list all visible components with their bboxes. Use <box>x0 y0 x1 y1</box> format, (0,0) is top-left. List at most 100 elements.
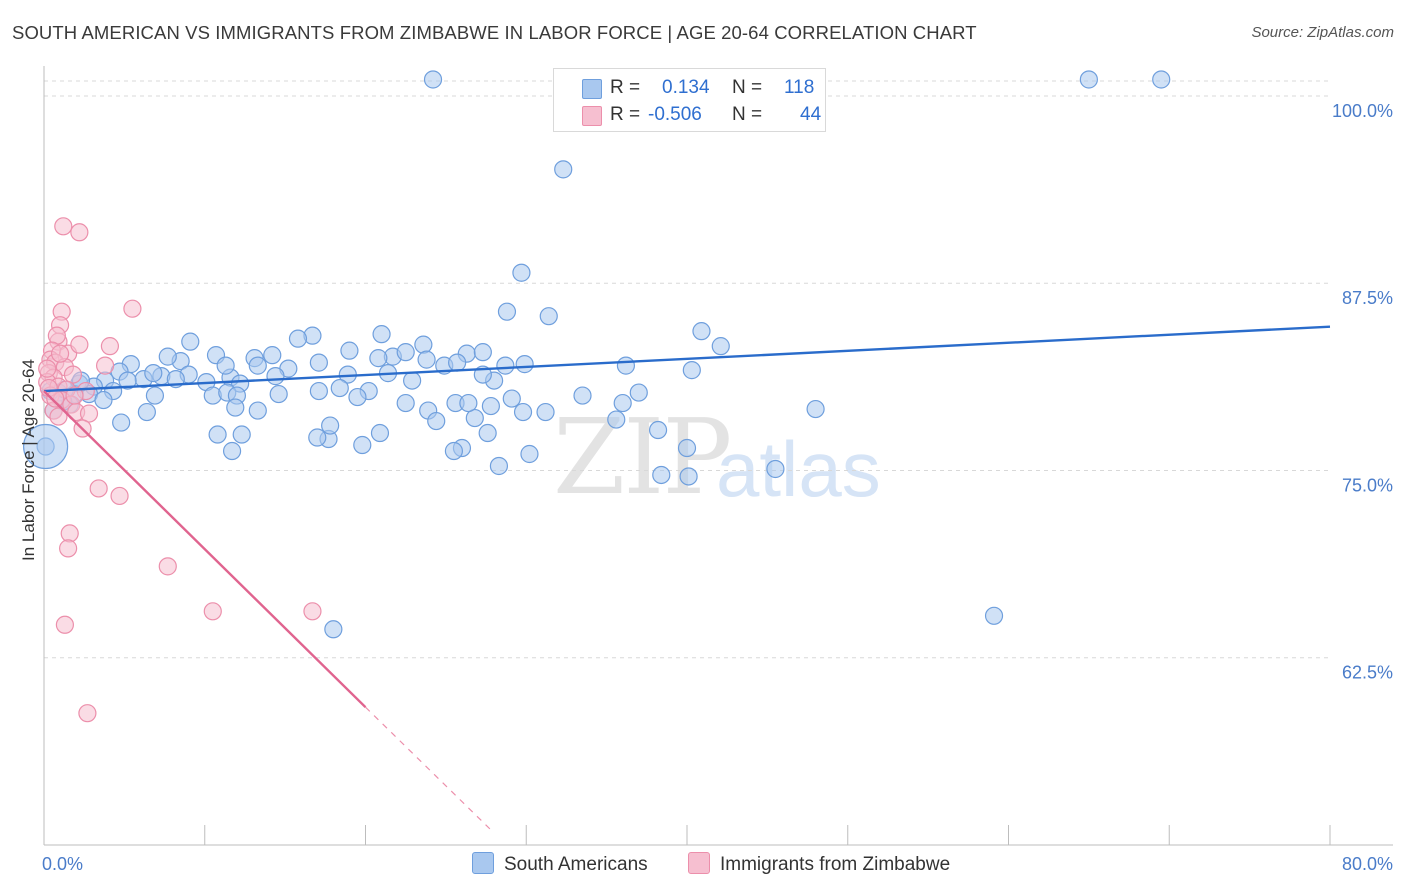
x-tick-label: 0.0% <box>42 854 83 874</box>
zimbabwe-point <box>49 407 68 426</box>
south-american-point <box>539 307 558 326</box>
zimbabwe-point <box>203 602 222 621</box>
south-american-point <box>648 420 668 440</box>
south-american-point <box>984 606 1004 625</box>
south-american-point <box>417 350 436 369</box>
bottom-legend-label-south-american: South Americans <box>504 854 648 875</box>
legend-r-value-zimbabwe: -0.506 <box>648 104 702 125</box>
south-american-point <box>806 399 825 419</box>
bottom-legend-swatch-south-american <box>472 852 494 874</box>
y-tick-label: 62.5% <box>1342 663 1393 683</box>
south-american-point <box>348 387 367 407</box>
south-american-point <box>677 438 697 458</box>
legend-swatch-south-american <box>582 79 602 99</box>
south-american-point <box>340 341 359 360</box>
south-american-point <box>459 393 478 413</box>
south-american-points <box>23 70 1171 639</box>
y-tick-label: 75.0% <box>1342 475 1393 495</box>
south-american-trend-line <box>43 325 1331 393</box>
south-american-point <box>372 325 391 344</box>
legend-n-value-south-american: 118 <box>784 77 815 98</box>
bottom-legend-label-zimbabwe: Immigrants from Zimbabwe <box>720 854 951 875</box>
zimbabwe-point <box>65 386 84 405</box>
axis-ticks: 62.5% 75.0% 87.5% 100.0% 0.0% 80.0% <box>42 101 1393 874</box>
south-american-point <box>145 386 165 405</box>
legend-r-value-south-american: 0.134 <box>662 77 710 98</box>
south-american-point <box>309 353 328 372</box>
south-american-point <box>515 355 534 374</box>
south-american-point <box>766 459 785 479</box>
zimbabwe-point <box>54 217 73 236</box>
south-american-point <box>554 160 573 179</box>
south-american-point <box>288 329 308 348</box>
south-american-point <box>711 337 730 356</box>
south-american-point <box>573 386 592 405</box>
y-axis-label: In Labor Force | Age 20-64 <box>19 359 38 561</box>
south-american-point <box>269 384 288 404</box>
south-american-point <box>414 335 433 354</box>
bottom-legend-swatch-zimbabwe <box>688 852 710 874</box>
zimbabwe-point <box>158 557 177 576</box>
stats-legend: R = 0.134 N = 118 R = -0.506 N = 44 <box>553 68 826 132</box>
south-american-point <box>94 390 113 410</box>
zimbabwe-point <box>63 365 83 384</box>
zimbabwe-point <box>70 335 89 354</box>
zimbabwe-point <box>100 337 120 356</box>
x-tick-label: 80.0% <box>1342 854 1393 874</box>
y-tick-label: 87.5% <box>1342 288 1393 308</box>
legend-swatch-zimbabwe <box>582 106 602 126</box>
zimbabwe-point <box>303 602 322 621</box>
south-american-point <box>263 346 282 365</box>
zimbabwe-trend-extension <box>365 706 495 834</box>
legend-r-label: R = <box>610 77 641 98</box>
south-american-point <box>248 401 267 420</box>
legend-n-label: N = <box>732 104 763 125</box>
legend-n-label: N = <box>732 77 763 98</box>
south-american-point <box>473 343 492 362</box>
watermark-zip: ZIP <box>553 396 732 518</box>
bottom-legend-zimbabwe: Immigrants from Zimbabwe <box>688 852 950 876</box>
south-american-point <box>23 423 69 470</box>
zimbabwe-point <box>47 326 66 345</box>
south-american-point <box>496 356 515 375</box>
watermark-atlas: atlas <box>716 425 881 513</box>
legend-r-label: R = <box>610 104 641 125</box>
legend-n-value-zimbabwe: 44 <box>800 104 822 125</box>
south-american-point <box>226 398 245 417</box>
south-american-point <box>112 413 131 432</box>
south-american-point <box>248 356 267 375</box>
zimbabwe-point <box>50 344 70 363</box>
south-american-point <box>330 378 349 398</box>
zimbabwe-points <box>38 217 322 723</box>
south-american-point <box>321 416 340 435</box>
south-american-point <box>478 423 497 443</box>
chart-source: Source: ZipAtlas.com <box>1251 24 1394 41</box>
south-american-point <box>1079 70 1098 89</box>
south-american-point <box>181 332 200 351</box>
south-american-point <box>370 423 390 443</box>
zimbabwe-point <box>55 615 74 634</box>
south-american-point <box>222 441 242 461</box>
zimbabwe-point <box>79 404 99 423</box>
south-american-point <box>118 371 137 390</box>
south-american-point <box>629 383 648 402</box>
south-american-point <box>607 410 626 429</box>
south-american-point <box>536 402 555 422</box>
south-american-point <box>396 393 415 413</box>
south-american-point <box>1152 70 1171 89</box>
axes <box>43 66 1393 846</box>
south-american-point <box>158 347 177 366</box>
zimbabwe-trend-line <box>43 390 367 709</box>
bottom-legend-south-american: South Americans <box>472 852 648 876</box>
south-american-point <box>489 456 509 476</box>
south-american-point <box>448 353 467 372</box>
south-american-point <box>396 343 415 362</box>
trend-lines <box>43 325 1331 834</box>
south-american-point <box>216 356 235 375</box>
south-american-point <box>481 396 500 416</box>
y-tick-label: 100.0% <box>1332 101 1393 121</box>
south-american-point <box>369 349 388 368</box>
south-american-point <box>652 465 671 485</box>
zimbabwe-point <box>110 486 129 506</box>
